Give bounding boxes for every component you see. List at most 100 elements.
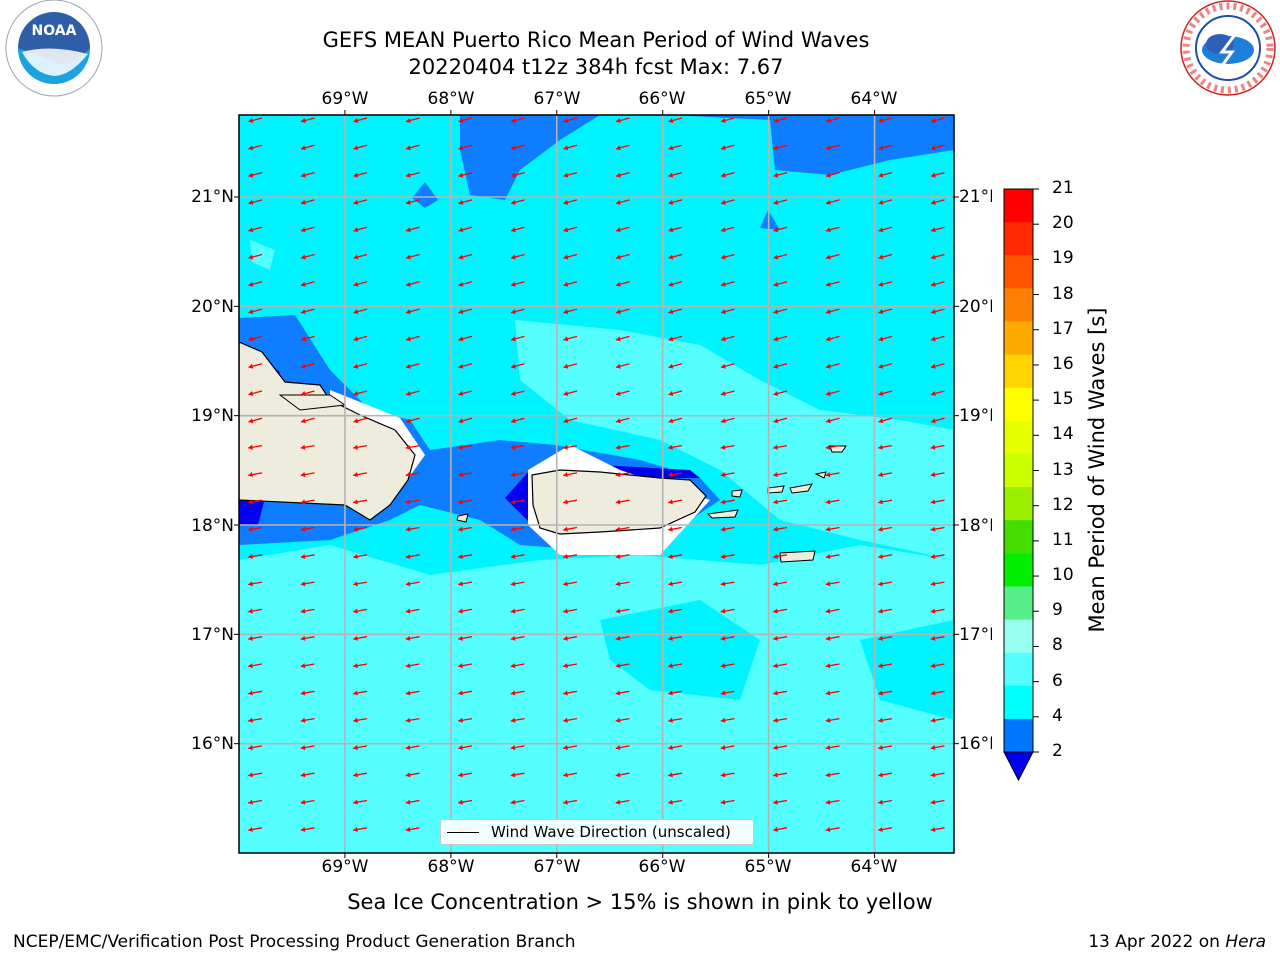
wave-direction-arrow <box>720 717 735 723</box>
arrow-head <box>615 553 621 560</box>
lat-label-left: 16°N <box>191 734 234 754</box>
arrow-head <box>773 199 779 205</box>
arrow-head <box>300 199 306 205</box>
arrow-head <box>720 145 726 151</box>
wave-direction-arrow <box>615 363 630 369</box>
arrow-head <box>510 309 516 315</box>
wave-direction-arrow <box>405 281 420 287</box>
lat-label-right: 21°N <box>959 187 1002 207</box>
arrow-head <box>353 663 358 669</box>
wave-direction-arrow <box>773 772 788 778</box>
arrow-head <box>353 227 359 233</box>
arrow-head <box>720 254 726 260</box>
arrow-head <box>878 336 884 342</box>
wave-direction-arrow <box>405 635 420 641</box>
wave-direction-arrow <box>353 663 368 669</box>
wave-direction-arrow <box>930 472 945 478</box>
wave-direction-arrow <box>668 772 683 778</box>
arrow-head <box>248 145 254 151</box>
wave-direction-arrow <box>825 472 840 478</box>
wave-direction-arrow <box>668 608 683 614</box>
lat-label-left: 19°N <box>191 406 234 426</box>
arrow-head <box>878 309 884 315</box>
arrow-head <box>510 717 516 723</box>
lon-label-top: 65°W <box>744 89 792 109</box>
arrow-head <box>353 281 359 287</box>
wave-direction-arrow <box>825 690 840 696</box>
wave-direction-arrow <box>668 253 683 260</box>
wave-direction-arrow <box>720 608 735 614</box>
wave-direction-arrow <box>458 635 473 641</box>
arrow-head <box>825 281 831 287</box>
wave-direction-arrow <box>458 717 473 723</box>
lon-label-bottom: 64°W <box>850 857 898 877</box>
wave-direction-arrow <box>353 335 368 342</box>
arrow-head <box>563 172 569 178</box>
arrow-head <box>668 309 674 315</box>
wave-direction-arrow <box>405 335 420 342</box>
arrow-head <box>615 281 621 287</box>
arrow-head <box>563 145 569 151</box>
wave-direction-arrow <box>563 390 578 397</box>
arrow-head <box>615 336 621 342</box>
arrow-head <box>615 608 621 614</box>
wave-direction-arrow <box>930 253 945 260</box>
wave-direction-arrow <box>930 171 945 178</box>
arrow-head <box>668 363 674 369</box>
arrow-head <box>353 799 358 805</box>
wave-direction-arrow <box>773 117 788 124</box>
arrow-head <box>720 172 726 178</box>
arrow-head <box>878 444 883 450</box>
wave-direction-arrow <box>248 390 263 397</box>
arrow-head <box>720 717 726 723</box>
wave-direction-arrow <box>248 772 263 778</box>
arrow-head <box>878 526 883 532</box>
wave-direction-arrow <box>248 308 263 315</box>
wave-direction-arrow <box>248 226 263 233</box>
wave-direction-arrow <box>720 171 735 178</box>
arrow-head <box>668 118 674 124</box>
arrow-head <box>300 444 306 450</box>
lat-label-left: 18°N <box>191 516 234 536</box>
wave-direction-arrow <box>668 144 683 151</box>
arrow-head <box>300 499 306 505</box>
arrow-head <box>825 444 831 450</box>
wave-direction-arrow <box>720 335 735 342</box>
arrow-head <box>563 553 568 560</box>
wave-direction-arrow <box>353 608 368 614</box>
arrow-head <box>668 526 673 532</box>
wave-period-4-6s-patch <box>600 600 760 700</box>
arrow-head <box>930 553 936 560</box>
footer-credit: NCEP/EMC/Verification Post Processing Pr… <box>13 932 576 952</box>
wave-direction-arrow <box>878 772 893 778</box>
arrow-head <box>563 363 569 369</box>
wave-period-2-4s-spot <box>412 182 438 208</box>
land-hispaniola <box>239 341 416 521</box>
colorbar-tick-label: 20 <box>1052 213 1074 234</box>
arrow-head <box>510 418 516 424</box>
wave-direction-arrow <box>615 308 630 315</box>
wave-direction-arrow <box>668 799 683 805</box>
wave-direction-arrow <box>878 226 893 233</box>
lon-label-bottom: 65°W <box>744 857 792 877</box>
arrow-head <box>668 608 673 614</box>
wave-direction-arrow <box>405 745 420 751</box>
arrow-head <box>930 418 936 424</box>
wave-direction-arrow <box>930 335 945 342</box>
arrow-head <box>563 499 568 505</box>
wave-direction-arrow <box>825 553 840 560</box>
arrow-head <box>563 118 569 124</box>
arrow-head <box>773 826 778 833</box>
arrow-head <box>405 145 411 151</box>
wave-direction-arrow <box>720 308 735 315</box>
arrow-head <box>458 581 463 587</box>
lon-label-bottom: 66°W <box>638 857 686 877</box>
arrow-head <box>930 444 936 450</box>
wave-direction-arrow <box>668 553 683 560</box>
arrow-head <box>510 799 516 805</box>
wave-direction-arrow <box>720 553 735 560</box>
arrow-head <box>930 391 936 397</box>
arrow-head <box>825 690 831 696</box>
wave-direction-arrow <box>773 499 788 505</box>
